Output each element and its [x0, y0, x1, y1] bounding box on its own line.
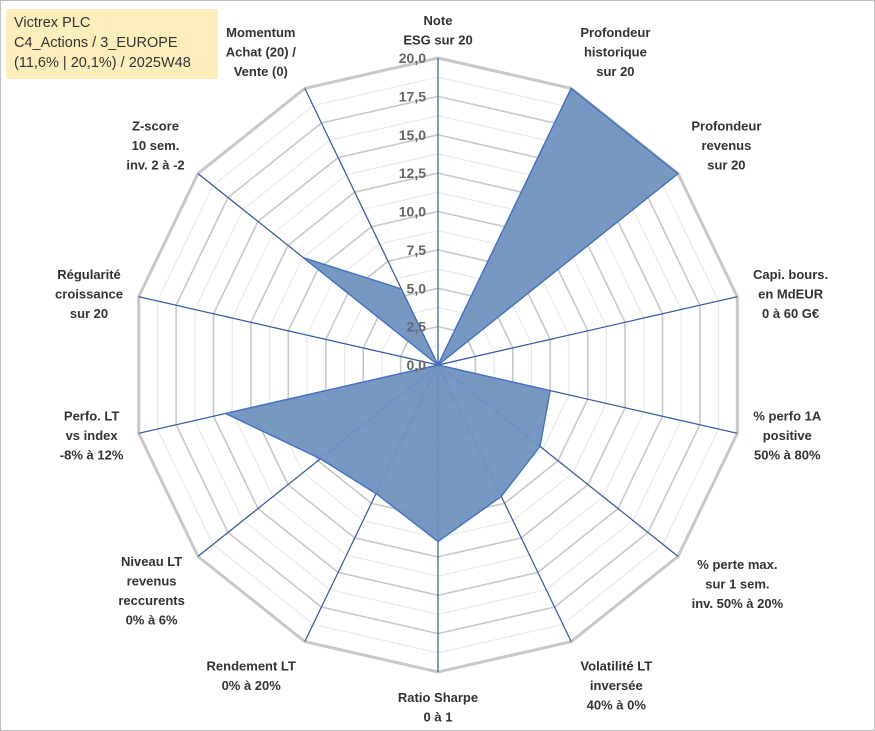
axis-label-line: revenus	[127, 574, 177, 589]
axis-label-line: 0 à 1	[424, 710, 453, 725]
axis-label-line: -8% à 12%	[60, 448, 124, 463]
radar-tick-labels: 0,0 2,5 5,0 7,5 10,0 12,5 15,0 17,5 20,0	[399, 50, 426, 373]
axis-label-line: croissance	[55, 286, 123, 301]
axis-label: Profondeur historique sur 20	[580, 25, 650, 79]
axis-label: % perte max. sur 1 sem. inv. 50% à 20%	[692, 557, 784, 611]
tick-label: 7,5	[407, 242, 427, 258]
axis-label: % perfo 1A positive 50% à 80%	[753, 409, 822, 463]
tick-label: 17,5	[399, 88, 426, 104]
tick-label: 20,0	[399, 50, 426, 66]
axis-label: Régularité croissance sur 20	[55, 267, 123, 321]
axis-label-line: 0% à 6%	[126, 613, 178, 628]
axis-label-line: reccurents	[118, 593, 184, 608]
axis-label: Capi. bours. en MdEUR 0 à 60 G€	[753, 267, 828, 321]
axis-label-line: vs index	[66, 428, 119, 443]
axis-label-line: Niveau LT	[121, 554, 182, 569]
axis-label-line: sur 20	[596, 64, 634, 79]
axis-label: Note ESG sur 20	[403, 13, 472, 48]
axis-label-line: 10 sem.	[132, 138, 180, 153]
axis-label-line: Note	[424, 13, 453, 28]
axis-label-line: inversée	[590, 678, 643, 693]
tick-label: 2,5	[407, 319, 427, 335]
axis-label-line: Rendement LT	[207, 658, 296, 673]
axis-label-line: Ratio Sharpe	[398, 690, 478, 705]
axis-label-line: sur 20	[70, 306, 108, 321]
axis-label-line: Perfo. LT	[64, 409, 119, 424]
axis-label-line: % perfo 1A	[753, 409, 822, 424]
axis-label-line: en MdEUR	[758, 286, 824, 301]
axis-label-line: Profondeur	[580, 25, 650, 40]
axis-label-line: positive	[763, 428, 812, 443]
axis-label-line: Régularité	[57, 267, 121, 282]
series-area	[223, 87, 680, 543]
tick-label: 5,0	[407, 280, 427, 296]
axis-label-line: Momentum	[226, 25, 295, 40]
axis-label-line: inv. 50% à 20%	[692, 596, 784, 611]
axis-label-line: % perte max.	[697, 557, 777, 572]
tick-label: 10,0	[399, 204, 426, 220]
chart-title-box: Victrex PLC C4_Actions / 3_EUROPE (11,6%…	[6, 9, 218, 79]
axis-label-line: 50% à 80%	[754, 448, 821, 463]
axis-label-line: 0% à 20%	[222, 678, 282, 693]
radar-series	[223, 87, 680, 543]
chart-title-line-1: Victrex PLC	[14, 15, 91, 31]
axis-label: Perfo. LT vs index -8% à 12%	[60, 409, 124, 463]
axis-label-line: Z-score	[132, 118, 179, 133]
axis-label: Niveau LT revenus reccurents 0% à 6%	[118, 554, 184, 628]
tick-label: 0,0	[407, 357, 427, 373]
axis-label: Profondeur revenus sur 20	[691, 118, 761, 172]
axis-label-line: ESG sur 20	[403, 33, 472, 48]
axis-label-line: 0 à 60 G€	[762, 306, 819, 321]
axis-label: Ratio Sharpe 0 à 1	[398, 690, 478, 725]
axis-label-line: Achat (20) /	[226, 45, 296, 60]
axis-spoke	[138, 296, 439, 366]
axis-label: Momentum Achat (20) / Vente (0)	[226, 25, 296, 79]
axis-label-line: Capi. bours.	[753, 267, 828, 282]
tick-label: 12,5	[399, 165, 426, 181]
tick-label: 15,0	[399, 127, 426, 143]
axis-label: Volatilité LT inversée 40% à 0%	[580, 658, 652, 712]
axis-spoke	[437, 296, 738, 366]
axis-label: Rendement LT 0% à 20%	[207, 658, 296, 693]
axis-label-line: historique	[584, 45, 647, 60]
axis-label-line: inv. 2 à -2	[126, 157, 184, 172]
axis-label-line: revenus	[701, 138, 751, 153]
axis-label-line: sur 20	[707, 157, 745, 172]
chart-title-line-2: C4_Actions / 3_EUROPE	[14, 35, 178, 51]
axis-label: Z-score 10 sem. inv. 2 à -2	[126, 118, 184, 172]
axis-label-line: 40% à 0%	[587, 697, 647, 712]
radar-axis-labels: Note ESG sur 20 Profondeur historique sur 20…	[55, 13, 828, 725]
axis-label-line: Vente (0)	[234, 64, 288, 79]
axis-label-line: sur 1 sem.	[705, 577, 769, 592]
chart-title-line-3: (11,6% | 20,1%) / 2025W48	[14, 55, 191, 71]
axis-label-line: Profondeur	[691, 118, 761, 133]
axis-label-line: Volatilité LT	[580, 658, 652, 673]
